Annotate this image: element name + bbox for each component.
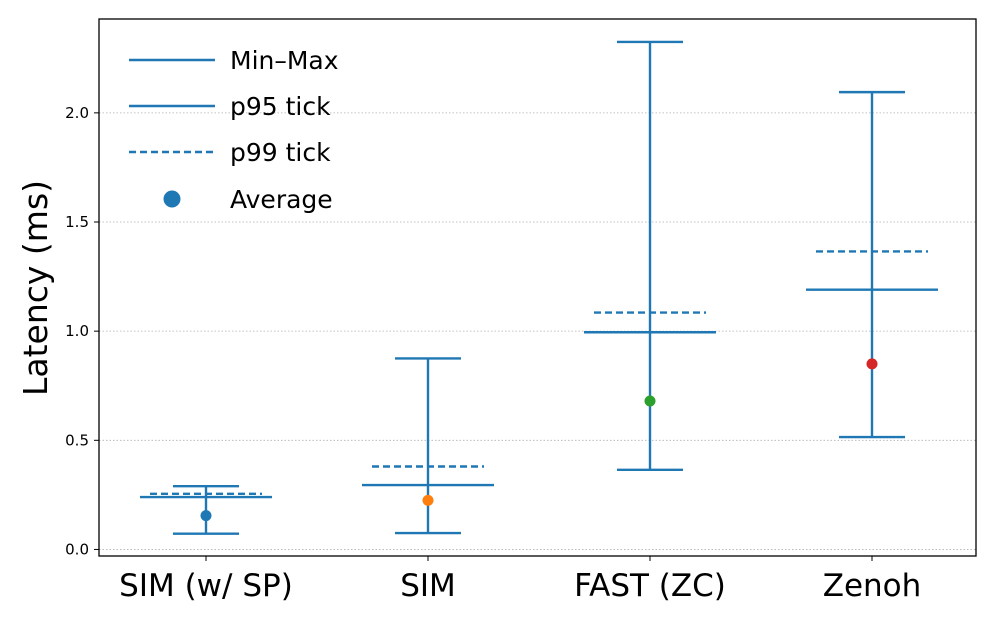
error-bar-group: [584, 40, 716, 471]
legend-label: Average: [230, 185, 333, 214]
y-axis-title: Latency (ms): [16, 180, 55, 396]
x-tick-label: SIM (w/ SP): [119, 568, 293, 604]
error-bars: [140, 40, 938, 535]
y-tick-label: 1.5: [65, 213, 89, 231]
y-tick-label: 0.5: [65, 431, 89, 449]
average-marker: [200, 510, 212, 522]
legend-label: p95 tick: [230, 92, 331, 121]
y-tick-label: 2.0: [65, 104, 89, 122]
legend-average-marker: [163, 190, 181, 208]
x-tick-label: Zenoh: [823, 568, 922, 604]
average-marker: [644, 395, 656, 407]
x-tick-label: FAST (ZC): [574, 568, 726, 604]
y-tick-label: 0.0: [65, 540, 89, 558]
average-marker: [866, 358, 878, 370]
legend-label: Min–Max: [230, 46, 339, 75]
error-bar-group: [140, 484, 272, 535]
x-tick-label: SIM: [400, 568, 456, 604]
x-axis: SIM (w/ SP) SIM FAST (ZC) Zenoh: [119, 556, 921, 604]
error-bar-group: [806, 90, 938, 439]
y-axis: 0.0 0.5 1.0 1.5 2.0: [65, 104, 99, 558]
average-marker: [422, 494, 434, 506]
grid-lines: [99, 112, 976, 550]
y-tick-label: 1.0: [65, 322, 89, 340]
legend: Min–Max p95 tick p99 tick Average: [129, 46, 339, 214]
legend-label: p99 tick: [230, 138, 331, 167]
error-bar-group: [362, 357, 494, 535]
plot-frame: [98, 18, 977, 557]
